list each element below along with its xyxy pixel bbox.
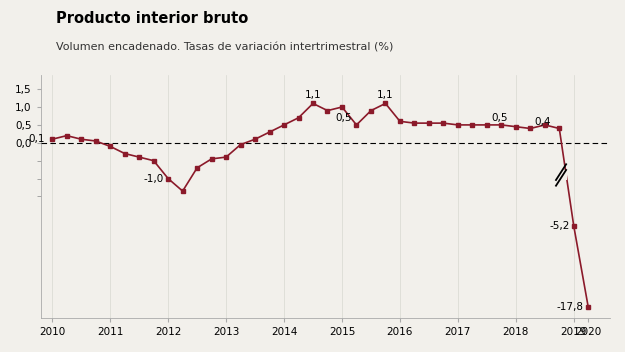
- Text: 0,5: 0,5: [336, 113, 352, 123]
- Text: -5,2: -5,2: [549, 221, 569, 231]
- Text: -17,8: -17,8: [557, 302, 584, 312]
- Text: 1,1: 1,1: [305, 90, 321, 100]
- Text: Producto interior bruto: Producto interior bruto: [56, 11, 249, 26]
- Bar: [555, 170, 567, 180]
- Text: Volumen encadenado. Tasas de variación intertrimestral (%): Volumen encadenado. Tasas de variación i…: [56, 42, 394, 52]
- Text: -1,0: -1,0: [144, 174, 164, 183]
- Text: 0,5: 0,5: [491, 113, 508, 123]
- Text: 0,1: 0,1: [29, 134, 45, 144]
- Text: 0,4: 0,4: [534, 117, 551, 127]
- Text: 1,1: 1,1: [377, 90, 394, 100]
